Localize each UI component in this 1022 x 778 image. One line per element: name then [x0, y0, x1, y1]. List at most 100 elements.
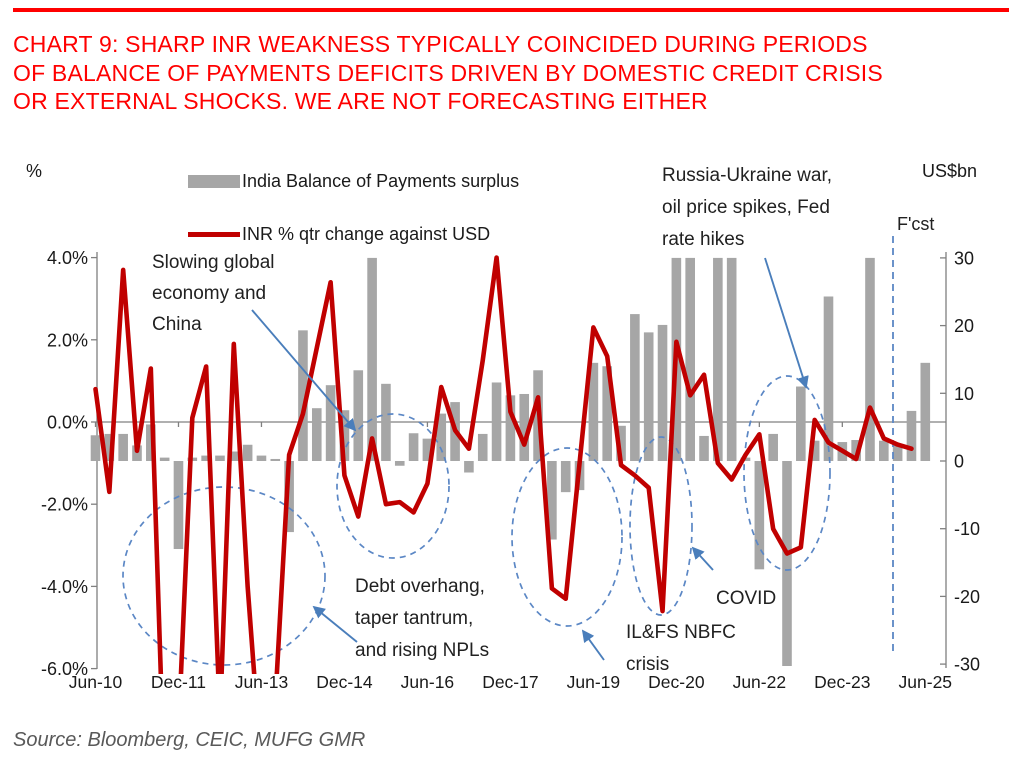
bop-bar: [519, 393, 530, 461]
bop-bar: [229, 451, 239, 461]
bop-bar: [630, 314, 640, 461]
bop-bar: [491, 382, 502, 461]
x-axis-label: Dec-14: [316, 672, 373, 692]
bop-bar: [394, 461, 405, 466]
legend-label-inr: INR % qtr change against USD: [242, 224, 491, 244]
bop-bar: [782, 461, 792, 666]
title-rule: [13, 8, 1009, 12]
x-axis-label: Dec-23: [814, 672, 870, 692]
x-axis-label: Jun-10: [69, 672, 123, 692]
left-axis-tick-label: 4.0%: [47, 248, 88, 268]
inr-line: [93, 255, 914, 674]
x-axis-label: Jun-16: [401, 672, 455, 692]
left-axis-tick-label: 2.0%: [47, 330, 88, 350]
bop-bar: [270, 458, 281, 461]
right-axis-tick-label: -30: [954, 655, 980, 675]
right-axis-tick-label: -10: [954, 519, 980, 539]
bop-bar: [547, 461, 557, 540]
right-axis-tick-label: 30: [954, 248, 974, 268]
right-axis-tick-label: 10: [954, 384, 974, 404]
bop-bar: [325, 385, 336, 461]
bop-bar: [602, 366, 613, 461]
x-axis-label: Dec-20: [648, 672, 705, 692]
highlight-ellipses-group: [122, 236, 894, 666]
annotation-slowing-global: Slowing global economy and China: [152, 252, 275, 335]
bop-bar: [713, 257, 723, 461]
bop-bar: [339, 410, 350, 461]
right-axis-tick-label: 20: [954, 316, 974, 336]
bop-bar: [588, 362, 599, 461]
bop-bar: [906, 410, 917, 461]
bop-bar: [809, 440, 820, 461]
source-attribution: Source: Bloomberg, CEIC, MUFG GMR: [13, 729, 366, 751]
bop-bar: [560, 461, 571, 493]
bop-bar: [865, 257, 875, 461]
left-axis-tick-label: 0.0%: [47, 413, 88, 433]
right-axis-tick-label: 0: [954, 452, 964, 472]
legend-label-bop: India Balance of Payments surplus: [242, 171, 520, 191]
x-axis-label: Dec-17: [482, 672, 538, 692]
bop-bar: [173, 461, 184, 550]
chart-title: CHART 9: SHARP INR WEAKNESS TYPICALLY CO…: [13, 31, 883, 114]
bop-bar: [284, 461, 294, 533]
bop-bar: [381, 383, 391, 461]
inr-line-group: [93, 255, 914, 674]
bop-bar: [146, 424, 156, 461]
x-axis-label: Jun-25: [899, 672, 953, 692]
bop-bar: [768, 433, 778, 461]
bop-bar: [436, 413, 447, 461]
highlight-ellipse: [743, 375, 831, 571]
highlight-ellipse: [511, 447, 623, 627]
bop-bar: [754, 461, 765, 570]
axes-group: 4.0% 2.0% 0.0% -2.0% -4.0% -6.0% 30 20 10 0 -10 -20…: [41, 248, 980, 692]
bop-bar: [201, 455, 211, 461]
bop-bar: [104, 433, 115, 461]
bar-swatch-icon: [188, 175, 240, 188]
forecast-label: F'cst: [897, 214, 935, 234]
left-axis-tick-label: -6.0%: [41, 659, 88, 679]
bop-bar: [823, 296, 834, 461]
bop-bar: [920, 362, 931, 461]
bop-bar: [90, 435, 101, 461]
x-axis-label: Jun-13: [235, 672, 289, 692]
bop-bar: [892, 444, 903, 461]
bop-bar: [879, 440, 889, 461]
line-swatch-icon: [188, 232, 240, 237]
bop-bar: [643, 332, 654, 461]
annotation-arrow: [312, 605, 358, 643]
bop-bar: [408, 433, 419, 461]
annotation-covid: COVID: [716, 588, 777, 609]
left-axis-unit-label: %: [26, 161, 43, 181]
bop-bar: [616, 425, 626, 461]
annotation-russia-ukraine: Russia-Ukraine war, oil price spikes, Fe…: [662, 165, 832, 250]
bop-bar: [726, 257, 737, 461]
highlight-ellipse: [629, 436, 693, 616]
legend-item-inr: INR % qtr change against USD: [188, 224, 490, 245]
bop-bar: [132, 445, 142, 461]
annotation-arrow: [691, 546, 714, 571]
annotation-arrows-group: [251, 257, 809, 661]
bop-bar: [699, 435, 709, 461]
x-axis-label: Jun-22: [733, 672, 787, 692]
x-axis-label: Dec-11: [151, 672, 206, 692]
bop-bar: [464, 461, 474, 473]
legend-item-bop: India Balance of Payments surplus: [188, 171, 519, 192]
bop-bar: [118, 433, 128, 461]
right-axis-unit-label: US$bn: [922, 161, 978, 181]
bop-bar: [311, 408, 322, 461]
annotation-arrow: [764, 257, 809, 389]
bop-bar: [242, 444, 253, 461]
annotation-arrow: [251, 309, 357, 432]
bop-bar: [796, 386, 806, 461]
bop-bar: [215, 455, 225, 461]
left-axis-tick-label: -4.0%: [41, 577, 88, 597]
annotation-debt-overhang: Debt overhang, taper tantrum, and rising…: [355, 576, 490, 661]
bop-bar: [477, 433, 488, 461]
bop-bar: [298, 330, 308, 461]
bop-bar: [422, 438, 433, 461]
bop-bar: [367, 257, 377, 461]
bop-bar: [353, 370, 364, 461]
bop-bar: [256, 455, 267, 461]
annotation-ilfs-nbfc: IL&FS NBFC crisis: [626, 622, 736, 675]
